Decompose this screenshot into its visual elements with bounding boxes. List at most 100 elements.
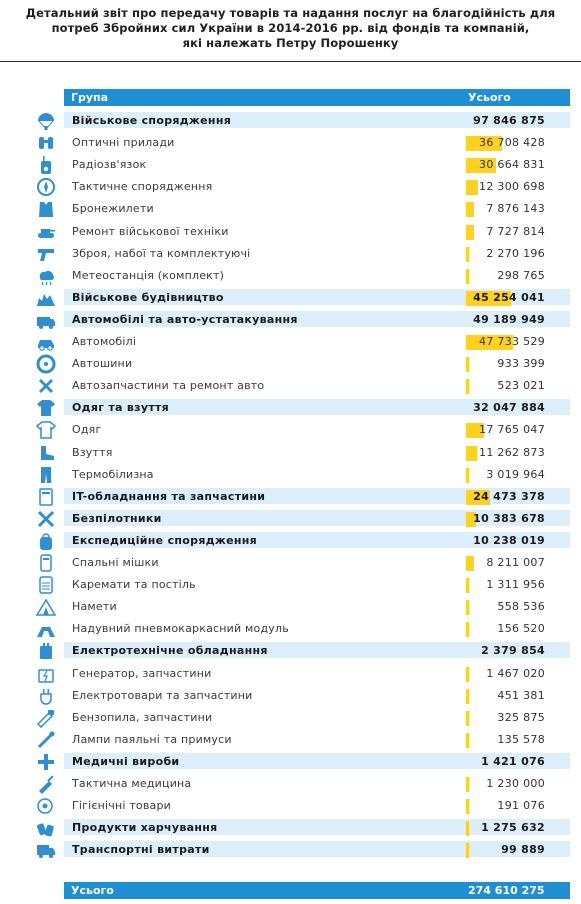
category-row: Автомобілі та авто-устатакування 49 189 9… [0, 309, 581, 331]
row-value: 1 275 632 [481, 821, 545, 835]
footer-label: Усього [71, 884, 114, 897]
row-label: Автомобілі [72, 335, 137, 348]
value-bar [466, 136, 503, 152]
category-band [64, 509, 570, 526]
category-band [64, 487, 570, 504]
row-value: 45 254 041 [473, 290, 545, 304]
row-label: Радіозв'язок [72, 158, 147, 172]
category-band [64, 399, 570, 416]
item-row: Оптичні прилади 36 708 428 [0, 132, 581, 154]
category-row: Військове будівництво 45 254 041 [0, 287, 581, 309]
lamp-icon [36, 730, 56, 750]
row-value: 97 846 875 [473, 114, 545, 127]
shirt-icon [36, 420, 56, 440]
category-band [64, 531, 570, 548]
uniform-icon [36, 398, 56, 418]
ambulance-icon [36, 310, 56, 330]
row-label: Гігієнічні товари [72, 799, 172, 813]
title-divider [0, 61, 581, 62]
building-icon [36, 288, 56, 308]
value-bar [466, 180, 479, 196]
row-value: 12 300 698 [479, 180, 545, 194]
value-bar [466, 666, 469, 682]
row-value: 191 076 [497, 799, 545, 813]
item-row: Намети 558 536 [0, 596, 581, 618]
row-value: 7 727 814 [486, 224, 545, 238]
row-value: 1 421 076 [481, 754, 545, 768]
row-label: Продукти харчування [72, 821, 218, 835]
item-row: Надувний пневмокаркасний модуль 156 520 [0, 618, 581, 640]
row-label: Бронежилети [72, 202, 154, 216]
row-label: Термобілизна [72, 467, 154, 481]
item-row: Зброя, набої та комплектуючі 2 270 196 [0, 243, 581, 265]
row-label: Одяг [72, 423, 102, 437]
row-label: Оптичні прилади [72, 136, 175, 150]
value-bar [466, 821, 469, 837]
value-bar [466, 268, 469, 284]
row-label: Бензопила, запчастини [72, 710, 213, 724]
row-value: 156 520 [497, 622, 545, 636]
compass-icon [36, 177, 56, 197]
row-value: 36 708 428 [479, 136, 545, 150]
generator-icon [36, 664, 56, 684]
item-row: Автозапчастини та ремонт авто 523 021 [0, 375, 581, 397]
item-row: Спальні мішки 8 211 007 [0, 552, 581, 574]
mat-icon [36, 575, 56, 595]
row-label: Зброя, набої та комплектуючі [72, 246, 251, 260]
value-bar [466, 467, 469, 483]
row-value: 1 467 020 [486, 666, 545, 680]
pistol-icon [36, 244, 56, 264]
binoculars-icon [36, 133, 56, 153]
row-value: 8 211 007 [486, 556, 545, 569]
row-value: 325 875 [497, 710, 545, 724]
thermal-underwear-icon [36, 465, 56, 485]
row-label: Військове будівництво [72, 290, 224, 304]
value-bar [466, 710, 469, 726]
value-bar [466, 357, 469, 373]
sleeping-bag-icon [36, 553, 56, 573]
row-label: Тактичне спорядження [72, 180, 213, 194]
category-row: Транспортні витрати 99 889 [0, 839, 581, 861]
value-bar [466, 335, 514, 350]
category-band [64, 288, 570, 305]
item-row: Радіозв'язок 30 664 831 [0, 154, 581, 176]
vest-icon [36, 199, 56, 219]
item-row: Електротовари та запчастини 451 381 [0, 685, 581, 707]
row-label: Електротовари та запчастини [72, 688, 253, 702]
row-label: Автошини [72, 357, 133, 371]
row-label: IT-обладнання та запчастини [72, 489, 266, 503]
car-icon [36, 332, 56, 352]
truck-icon [36, 840, 56, 860]
category-row: Військове спорядження 97 846 875 [0, 110, 581, 132]
row-value: 11 262 873 [479, 445, 545, 459]
row-value: 47 733 529 [479, 335, 545, 348]
value-bar [466, 622, 469, 638]
category-row: Медичні вироби 1 421 076 [0, 751, 581, 773]
computer-icon [36, 487, 56, 507]
value-bar [466, 290, 511, 306]
item-row: Гігієнічні товари 191 076 [0, 795, 581, 817]
row-label: Безпілотники [72, 511, 162, 525]
medical-cross-icon [36, 752, 56, 772]
row-label: Медичні вироби [72, 754, 180, 768]
value-bar [466, 423, 484, 439]
value-bar [466, 224, 474, 240]
item-row: Каремати та постіль 1 311 956 [0, 574, 581, 596]
value-bar [466, 158, 497, 174]
item-row: Ремонт військової техніки 7 727 814 [0, 221, 581, 243]
row-label: Електротехнічне обладнання [72, 644, 268, 658]
row-label: Надувний пневмокаркасний модуль [72, 622, 289, 636]
category-band [64, 310, 570, 327]
table-footer: Усього 274 610 275 [64, 882, 570, 899]
row-label: Транспортні витрати [72, 843, 210, 857]
header-total: Усього [468, 91, 511, 104]
value-bar [466, 688, 469, 704]
row-value: 933 399 [497, 357, 545, 371]
boot-icon [36, 443, 56, 463]
row-label: Намети [72, 600, 117, 614]
value-bar [466, 489, 491, 505]
battery-icon [36, 641, 56, 661]
title-line-3: які належать Петру Порошенку [182, 36, 399, 50]
report-title: Детальний звіт про передачу товарів та н… [0, 6, 581, 51]
row-value: 49 189 949 [473, 312, 545, 326]
